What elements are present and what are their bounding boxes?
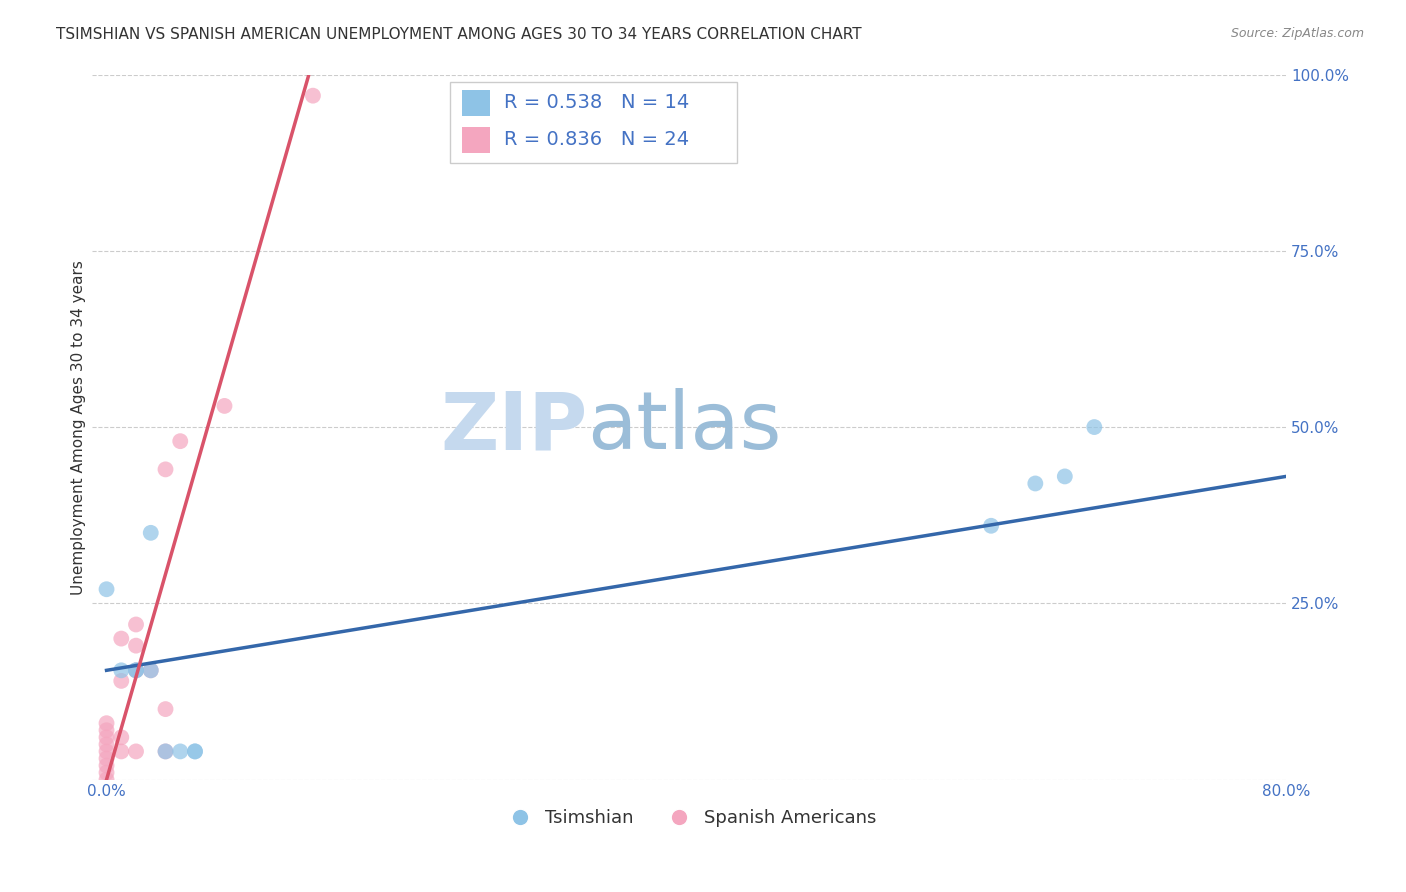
Point [96, 731, 118, 745]
Point [125, 617, 148, 632]
Point [169, 744, 191, 758]
Point [96, 744, 118, 758]
Point [302, 88, 325, 103]
Text: Source: ZipAtlas.com: Source: ZipAtlas.com [1230, 27, 1364, 40]
Point [96, 737, 118, 751]
Point [96, 765, 118, 780]
Text: TSIMSHIAN VS SPANISH AMERICAN UNEMPLOYMENT AMONG AGES 30 TO 34 YEARS CORRELATION: TSIMSHIAN VS SPANISH AMERICAN UNEMPLOYME… [56, 27, 862, 42]
Point [214, 399, 236, 413]
Point [139, 663, 162, 677]
Text: atlas: atlas [588, 388, 782, 466]
Point [96, 772, 118, 787]
Point [125, 663, 148, 677]
Point [155, 462, 177, 476]
Point [96, 751, 118, 765]
Point [155, 702, 177, 716]
Point [139, 663, 162, 677]
Legend: Tsimshian, Spanish Americans: Tsimshian, Spanish Americans [495, 802, 883, 834]
Point [184, 744, 207, 758]
Text: ZIP: ZIP [440, 388, 588, 466]
Point [125, 663, 148, 677]
Point [125, 744, 148, 758]
Point [125, 663, 148, 677]
Point [96, 723, 118, 738]
Point [1083, 420, 1105, 434]
Point [110, 673, 132, 688]
Point [980, 518, 1002, 533]
Y-axis label: Unemployment Among Ages 30 to 34 years: Unemployment Among Ages 30 to 34 years [72, 260, 86, 594]
Point [96, 758, 118, 772]
Point [96, 582, 118, 597]
Point [110, 632, 132, 646]
Point [96, 716, 118, 731]
Point [184, 744, 207, 758]
Point [125, 639, 148, 653]
Point [155, 744, 177, 758]
Point [139, 525, 162, 540]
Point [155, 744, 177, 758]
Point [1053, 469, 1076, 483]
Point [169, 434, 191, 449]
Point [1024, 476, 1046, 491]
Point [110, 731, 132, 745]
Point [110, 744, 132, 758]
Point [110, 663, 132, 677]
